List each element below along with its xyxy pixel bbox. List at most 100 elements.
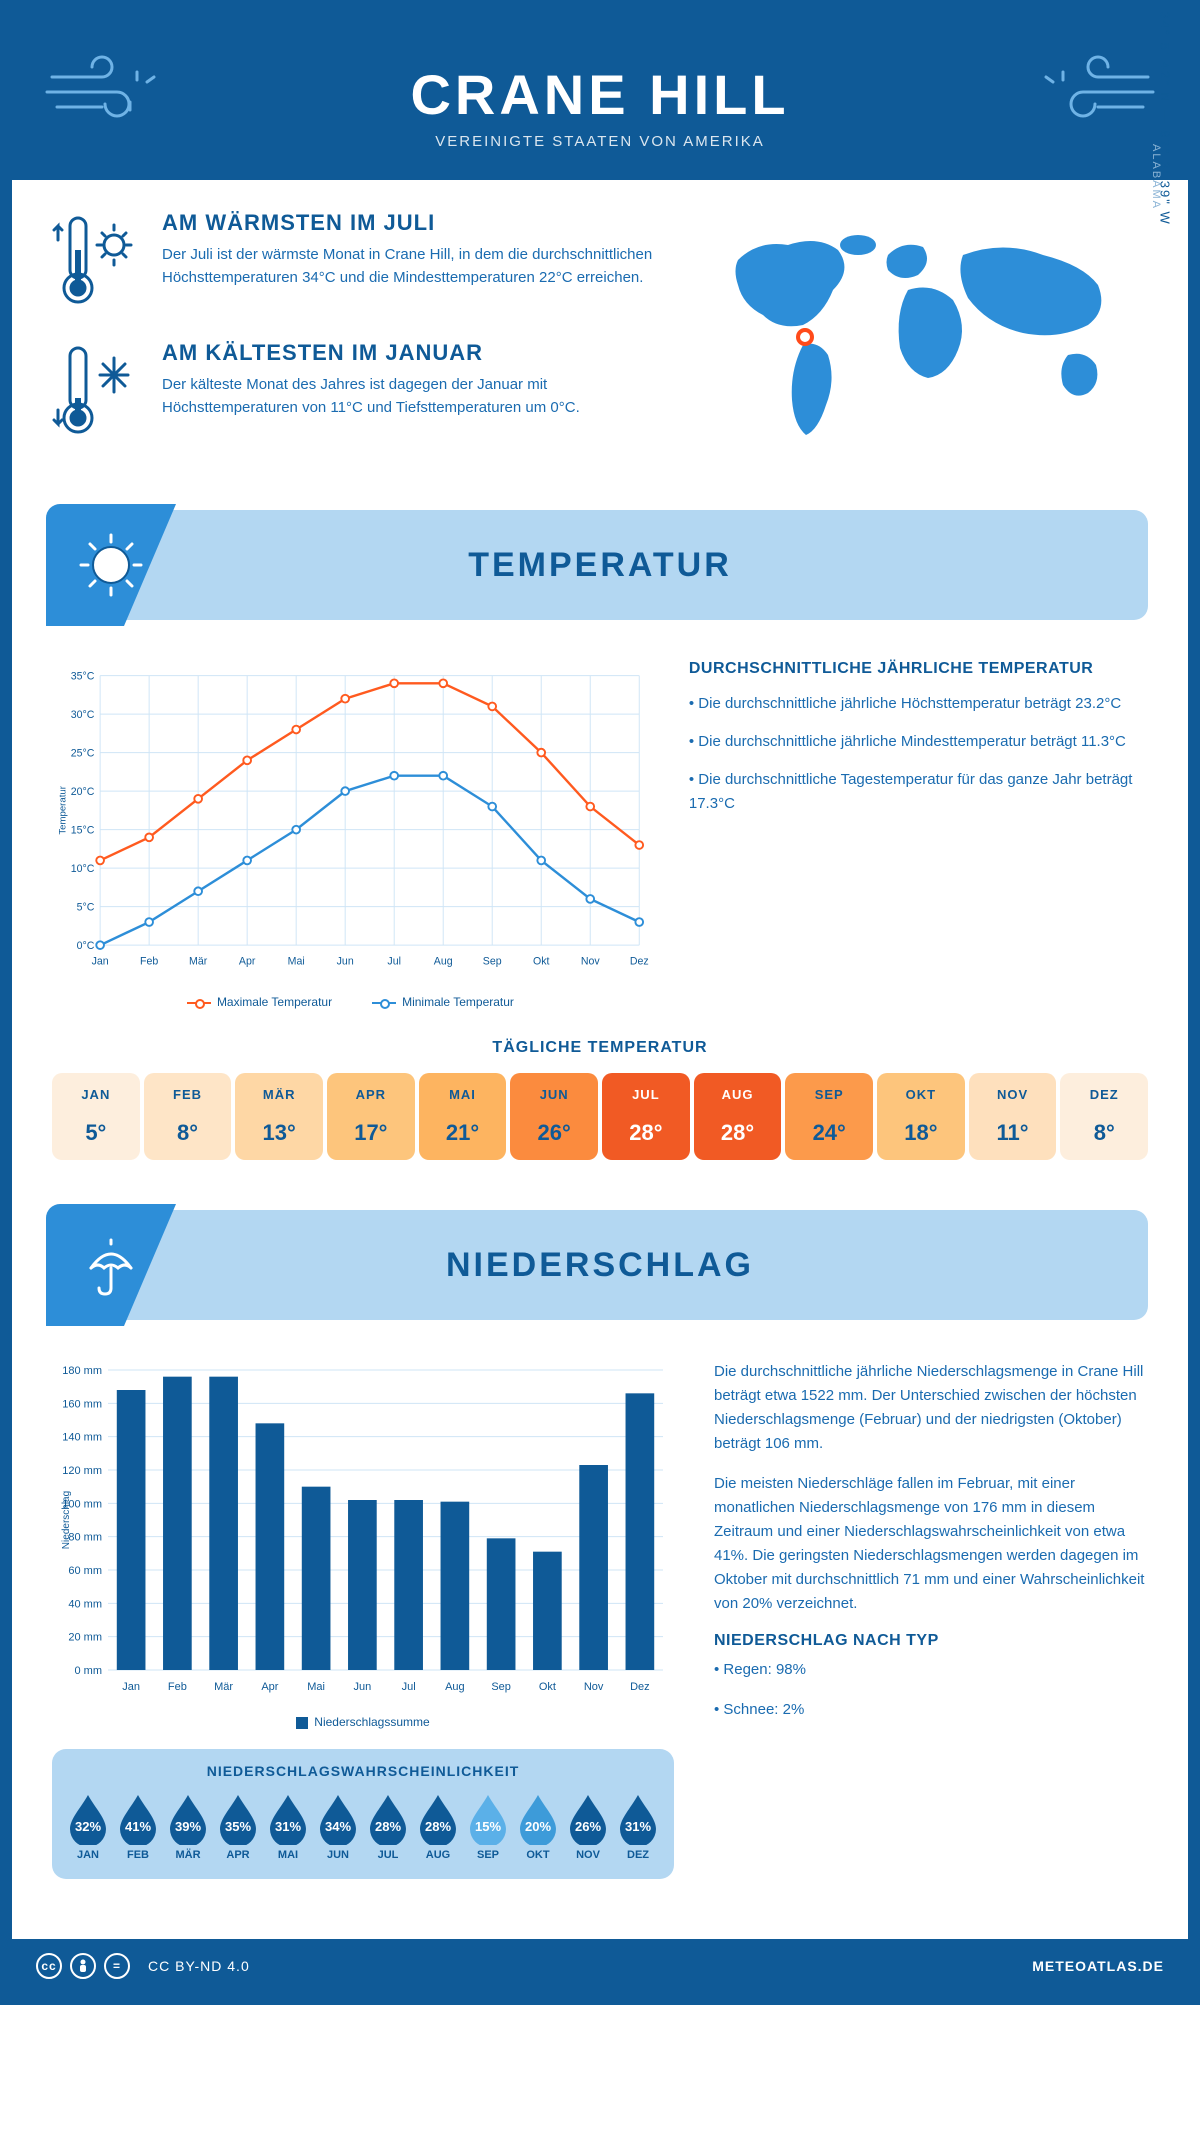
svg-text:Sep: Sep <box>483 955 502 967</box>
wind-icon <box>1038 52 1158 132</box>
svg-text:80 mm: 80 mm <box>68 1532 102 1544</box>
probability-drop: 39% MÄR <box>166 1791 210 1861</box>
svg-text:Sep: Sep <box>491 1681 511 1693</box>
hero-banner: CRANE HILL VEREINIGTE STAATEN VON AMERIK… <box>12 12 1188 180</box>
license-text: CC BY-ND 4.0 <box>148 1958 250 1974</box>
svg-text:Jan: Jan <box>92 955 109 967</box>
temperature-summary: DURCHSCHNITTLICHE JÄHRLICHE TEMPERATUR •… <box>689 660 1148 1009</box>
temperature-title: TEMPERATUR <box>468 546 732 585</box>
svg-text:180 mm: 180 mm <box>62 1365 102 1377</box>
precipitation-bar-chart: 0 mm20 mm40 mm60 mm80 mm100 mm120 mm140 … <box>52 1360 674 1879</box>
svg-text:0 mm: 0 mm <box>75 1665 103 1677</box>
svg-text:35°C: 35°C <box>71 670 95 682</box>
svg-text:Mai: Mai <box>288 955 305 967</box>
thermometer-cold-icon <box>52 340 142 440</box>
svg-text:39%: 39% <box>175 1819 201 1834</box>
svg-text:30°C: 30°C <box>71 709 95 721</box>
warm-title: AM WÄRMSTEN IM JULI <box>162 210 678 236</box>
svg-text:Niederschlag: Niederschlag <box>61 1491 72 1549</box>
temp-chart-legend: Maximale Temperatur Minimale Temperatur <box>52 995 649 1009</box>
cold-fact: AM KÄLTESTEN IM JANUAR Der kälteste Mona… <box>52 340 678 440</box>
svg-text:35%: 35% <box>225 1819 251 1834</box>
svg-text:Okt: Okt <box>539 1681 556 1693</box>
svg-text:Jul: Jul <box>402 1681 416 1693</box>
svg-text:Apr: Apr <box>239 955 256 967</box>
page-frame: CRANE HILL VEREINIGTE STAATEN VON AMERIK… <box>0 0 1200 2005</box>
probability-drop: 32% JAN <box>66 1791 110 1861</box>
svg-text:0°C: 0°C <box>77 940 95 952</box>
probability-drop: 35% APR <box>216 1791 260 1861</box>
page-subtitle: VEREINIGTE STAATEN VON AMERIKA <box>42 133 1158 150</box>
svg-text:Mär: Mär <box>214 1681 233 1693</box>
location-marker <box>796 328 814 346</box>
svg-text:20°C: 20°C <box>71 786 95 798</box>
precipitation-summary: Die durchschnittliche jährliche Niedersc… <box>714 1360 1148 1879</box>
svg-text:31%: 31% <box>275 1819 301 1834</box>
svg-text:32%: 32% <box>75 1819 101 1834</box>
cold-text: Der kälteste Monat des Jahres ist dagege… <box>162 374 678 419</box>
daily-temp-cell: MAI21° <box>419 1073 507 1160</box>
svg-text:Temperatur: Temperatur <box>57 785 68 834</box>
probability-drop: 41% FEB <box>116 1791 160 1861</box>
daily-temp-cell: JUL28° <box>602 1073 690 1160</box>
probability-drop: 28% JUL <box>366 1791 410 1861</box>
temperature-banner: TEMPERATUR <box>52 510 1148 620</box>
svg-text:Okt: Okt <box>533 955 550 967</box>
precip-chart-legend: Niederschlagssumme <box>52 1715 674 1729</box>
svg-text:10°C: 10°C <box>71 863 95 875</box>
svg-text:28%: 28% <box>375 1819 401 1834</box>
svg-text:120 mm: 120 mm <box>62 1465 102 1477</box>
daily-temp-cell: FEB8° <box>144 1073 232 1160</box>
svg-text:140 mm: 140 mm <box>62 1432 102 1444</box>
svg-text:160 mm: 160 mm <box>62 1398 102 1410</box>
probability-drop: 28% AUG <box>416 1791 460 1861</box>
daily-temp-title: TÄGLICHE TEMPERATUR <box>52 1039 1148 1057</box>
page-title: CRANE HILL <box>42 62 1158 127</box>
precipitation-title: NIEDERSCHLAG <box>446 1246 754 1285</box>
svg-text:15°C: 15°C <box>71 824 95 836</box>
svg-text:Feb: Feb <box>168 1681 187 1693</box>
svg-text:Jun: Jun <box>337 955 354 967</box>
warm-fact: AM WÄRMSTEN IM JULI Der Juli ist der wär… <box>52 210 678 310</box>
nd-icon: = <box>104 1953 130 1979</box>
cold-title: AM KÄLTESTEN IM JANUAR <box>162 340 678 366</box>
svg-text:Feb: Feb <box>140 955 158 967</box>
world-map: ALABAMA 34° 5' 42" N — 87° 3' 39" W <box>708 210 1148 455</box>
cc-icon: cc <box>36 1953 62 1979</box>
probability-drop: 31% MAI <box>266 1791 310 1861</box>
temperature-line-chart: 0°C 5°C 10°C 15°C 20°C 25°C 30°C 35°C Jan Feb Mär A… <box>52 660 649 1009</box>
precipitation-banner: NIEDERSCHLAG <box>52 1210 1148 1320</box>
svg-text:Aug: Aug <box>434 955 453 967</box>
site-credit: METEOATLAS.DE <box>1032 1958 1164 1974</box>
daily-temp-cell: JUN26° <box>510 1073 598 1160</box>
probability-drop: 20% OKT <box>516 1791 560 1861</box>
svg-text:Mai: Mai <box>307 1681 325 1693</box>
svg-text:Nov: Nov <box>581 955 601 967</box>
by-icon <box>70 1953 96 1979</box>
thermometer-hot-icon <box>52 210 142 310</box>
svg-text:Jun: Jun <box>354 1681 372 1693</box>
svg-text:25°C: 25°C <box>71 747 95 759</box>
probability-drop: 31% DEZ <box>616 1791 660 1861</box>
svg-text:15%: 15% <box>475 1819 501 1834</box>
daily-temp-grid: JAN5°FEB8°MÄR13°APR17°MAI21°JUN26°JUL28°… <box>52 1073 1148 1160</box>
daily-temp-cell: DEZ8° <box>1060 1073 1148 1160</box>
probability-drop: 34% JUN <box>316 1791 360 1861</box>
svg-text:Aug: Aug <box>445 1681 465 1693</box>
svg-text:20%: 20% <box>525 1819 551 1834</box>
svg-text:28%: 28% <box>425 1819 451 1834</box>
svg-text:60 mm: 60 mm <box>68 1565 102 1577</box>
daily-temp-cell: APR17° <box>327 1073 415 1160</box>
svg-text:34%: 34% <box>325 1819 351 1834</box>
sun-icon <box>76 530 146 600</box>
footer: cc = CC BY-ND 4.0 METEOATLAS.DE <box>12 1939 1188 1993</box>
svg-text:Jul: Jul <box>387 955 401 967</box>
svg-text:Apr: Apr <box>261 1681 278 1693</box>
svg-text:Dez: Dez <box>630 1681 650 1693</box>
probability-drop: 26% NOV <box>566 1791 610 1861</box>
svg-text:5°C: 5°C <box>77 901 95 913</box>
svg-text:Mär: Mär <box>189 955 208 967</box>
location-coords: 34° 5' 42" N — 87° 3' 39" W <box>1157 11 1172 225</box>
svg-text:Jan: Jan <box>122 1681 140 1693</box>
svg-text:Nov: Nov <box>584 1681 604 1693</box>
